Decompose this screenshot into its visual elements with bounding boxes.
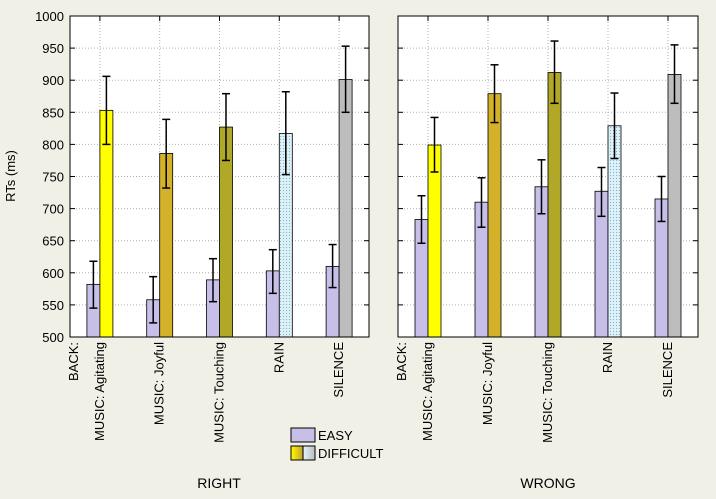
x-tick-label: SILENCE bbox=[331, 342, 346, 398]
panel-title-right: RIGHT bbox=[197, 475, 241, 491]
y-tick-label: 800 bbox=[42, 137, 64, 152]
x-tick-label: MUSIC: Touching bbox=[212, 342, 227, 443]
x-tick-label: MUSIC: Joyful bbox=[480, 342, 495, 425]
bar-difficult bbox=[547, 72, 562, 338]
bar-difficult bbox=[667, 74, 682, 338]
x-tick-label: RAIN bbox=[600, 342, 615, 373]
x-tick-label: MUSIC: Agitating bbox=[420, 342, 435, 441]
plot-frame bbox=[69, 15, 370, 338]
legend-label-easy: EASY bbox=[318, 428, 353, 443]
y-tick-label: 850 bbox=[42, 105, 64, 120]
y-tick-label: 700 bbox=[42, 202, 64, 217]
x-tick-label: MUSIC: Agitating bbox=[92, 342, 107, 441]
y-tick-label: 500 bbox=[42, 330, 64, 345]
y-tick-label: 900 bbox=[42, 73, 64, 88]
legend: EASY DIFFICULT bbox=[290, 427, 384, 461]
panel-right: 500 550 600 650 700 750 800 850 900 950 1000 BACK: M… bbox=[35, 9, 370, 443]
y-tick-label: 550 bbox=[42, 298, 64, 313]
x-tick-label: MUSIC: Touching bbox=[540, 342, 555, 443]
bar-difficult bbox=[427, 144, 442, 338]
x-tick-label: SILENCE bbox=[660, 342, 675, 398]
x-axis-prefix: BACK: bbox=[394, 342, 409, 381]
legend-label-difficult: DIFFICULT bbox=[318, 446, 384, 461]
y-tick-label: 600 bbox=[42, 266, 64, 281]
plot-frame bbox=[397, 15, 699, 338]
x-axis-prefix: BACK: bbox=[66, 342, 81, 381]
y-tick-label: 750 bbox=[42, 170, 64, 185]
panel-wrong: BACK: MUSIC: Agitating MUSIC: Joyful MUSIC:… bbox=[394, 15, 699, 443]
bar-difficult bbox=[338, 79, 353, 338]
x-tick-label: MUSIC: Joyful bbox=[152, 342, 167, 425]
y-tick-label: 650 bbox=[42, 234, 64, 249]
legend-swatch-easy bbox=[290, 427, 316, 443]
y-tick-label: 950 bbox=[42, 41, 64, 56]
y-axis-label: RTs (ms) bbox=[3, 150, 18, 202]
legend-swatch-difficult bbox=[290, 445, 316, 461]
y-tick-label: 1000 bbox=[35, 9, 64, 24]
panel-title-wrong: WRONG bbox=[520, 475, 575, 491]
x-tick-label: RAIN bbox=[271, 342, 286, 373]
bar-difficult bbox=[487, 93, 502, 338]
